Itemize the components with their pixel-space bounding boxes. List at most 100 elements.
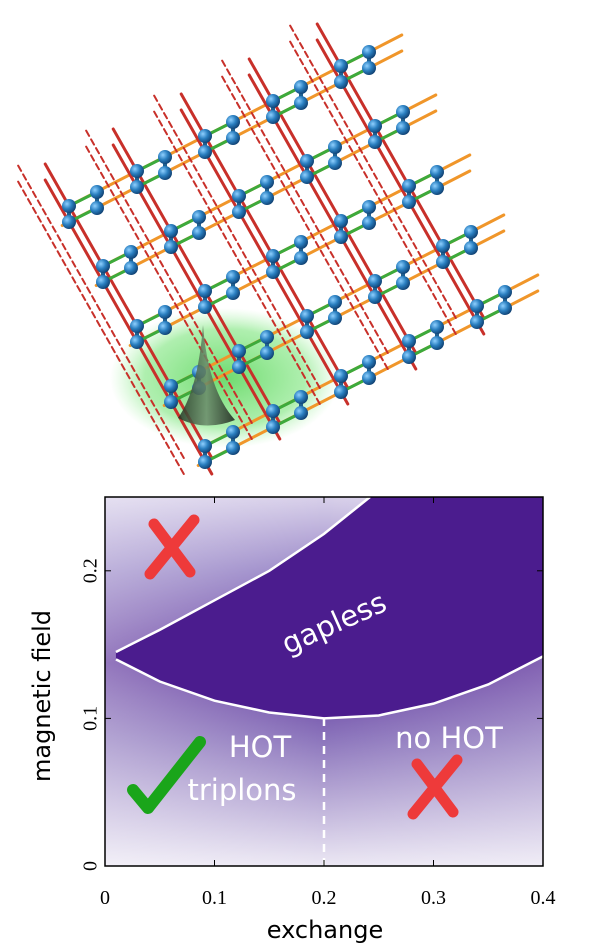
spin	[198, 455, 212, 469]
spin	[294, 235, 308, 249]
bond	[152, 109, 321, 405]
spin	[90, 201, 104, 215]
bond	[43, 178, 214, 476]
spin	[130, 180, 144, 194]
spin	[362, 45, 376, 59]
spin	[368, 290, 382, 304]
spin	[130, 164, 144, 178]
bond	[288, 23, 457, 319]
spin	[396, 105, 410, 119]
bond	[247, 73, 418, 371]
annotation: no HOT	[395, 721, 503, 755]
spin	[266, 404, 280, 418]
spin	[90, 185, 104, 199]
spin	[232, 205, 246, 219]
spin	[226, 286, 240, 300]
spin	[498, 301, 512, 315]
spin	[62, 215, 76, 229]
spin	[198, 129, 212, 143]
spin	[334, 59, 348, 73]
spin	[362, 216, 376, 230]
lattice-illustration	[16, 22, 540, 476]
gapless-region	[115, 497, 543, 719]
spin	[226, 115, 240, 129]
bond	[84, 128, 253, 424]
spin	[334, 369, 348, 383]
spin	[436, 255, 450, 269]
x-tick-label: 0.3	[421, 887, 446, 909]
spin	[470, 315, 484, 329]
spin	[260, 346, 274, 360]
spin	[198, 439, 212, 453]
spin	[198, 145, 212, 159]
spin	[294, 80, 308, 94]
annotation: HOT	[229, 730, 292, 764]
spin	[402, 195, 416, 209]
spin	[294, 251, 308, 265]
spin	[436, 239, 450, 253]
spin	[226, 270, 240, 284]
phase-boundary	[115, 496, 371, 654]
spin	[464, 225, 478, 239]
spin	[266, 110, 280, 124]
spin	[464, 241, 478, 255]
spin	[396, 260, 410, 274]
phase-diagram: 0 0.1 0.2 0.3 0.400.10.2gaplessHOTtriplonsno…	[80, 496, 556, 909]
spin	[226, 441, 240, 455]
y-tick-label: 0.1	[80, 706, 102, 731]
spin	[260, 191, 274, 205]
spin	[124, 261, 138, 275]
spin	[266, 420, 280, 434]
excitation-glow	[110, 308, 340, 448]
bond	[220, 74, 389, 370]
y-axis-label: magnetic field	[28, 610, 56, 782]
bond	[315, 22, 486, 320]
x-tick-label: 0.4	[531, 887, 556, 909]
spin	[300, 325, 314, 339]
spin	[430, 336, 444, 350]
y-tick-label: 0	[80, 861, 102, 871]
cross-icon	[407, 754, 463, 820]
spin	[334, 230, 348, 244]
spin	[294, 96, 308, 110]
spin	[430, 181, 444, 195]
bond	[288, 39, 457, 335]
bond	[315, 38, 486, 336]
spin	[192, 226, 206, 240]
spin	[396, 276, 410, 290]
spin	[62, 199, 76, 213]
bond	[179, 92, 350, 390]
spin	[192, 210, 206, 224]
bond	[16, 179, 185, 475]
spin	[130, 319, 144, 333]
spin	[130, 335, 144, 349]
spin	[334, 75, 348, 89]
spin	[362, 61, 376, 75]
spin	[402, 334, 416, 348]
spin	[198, 300, 212, 314]
spin	[300, 154, 314, 168]
spin	[300, 170, 314, 184]
spin	[158, 321, 172, 335]
spin	[232, 360, 246, 374]
spin	[300, 309, 314, 323]
spin	[266, 249, 280, 263]
spin	[164, 224, 178, 238]
spin	[164, 240, 178, 254]
spin	[266, 265, 280, 279]
spin	[430, 320, 444, 334]
spin	[402, 179, 416, 193]
spin	[328, 295, 342, 309]
spin	[158, 150, 172, 164]
y-tick-label: 0.2	[80, 558, 102, 583]
spin	[124, 245, 138, 259]
bond	[84, 144, 253, 440]
spin	[294, 406, 308, 420]
bond	[220, 58, 389, 354]
spin	[232, 189, 246, 203]
spin	[96, 259, 110, 273]
x-tick-label: 0	[100, 887, 110, 909]
spin	[226, 425, 240, 439]
spin	[266, 94, 280, 108]
